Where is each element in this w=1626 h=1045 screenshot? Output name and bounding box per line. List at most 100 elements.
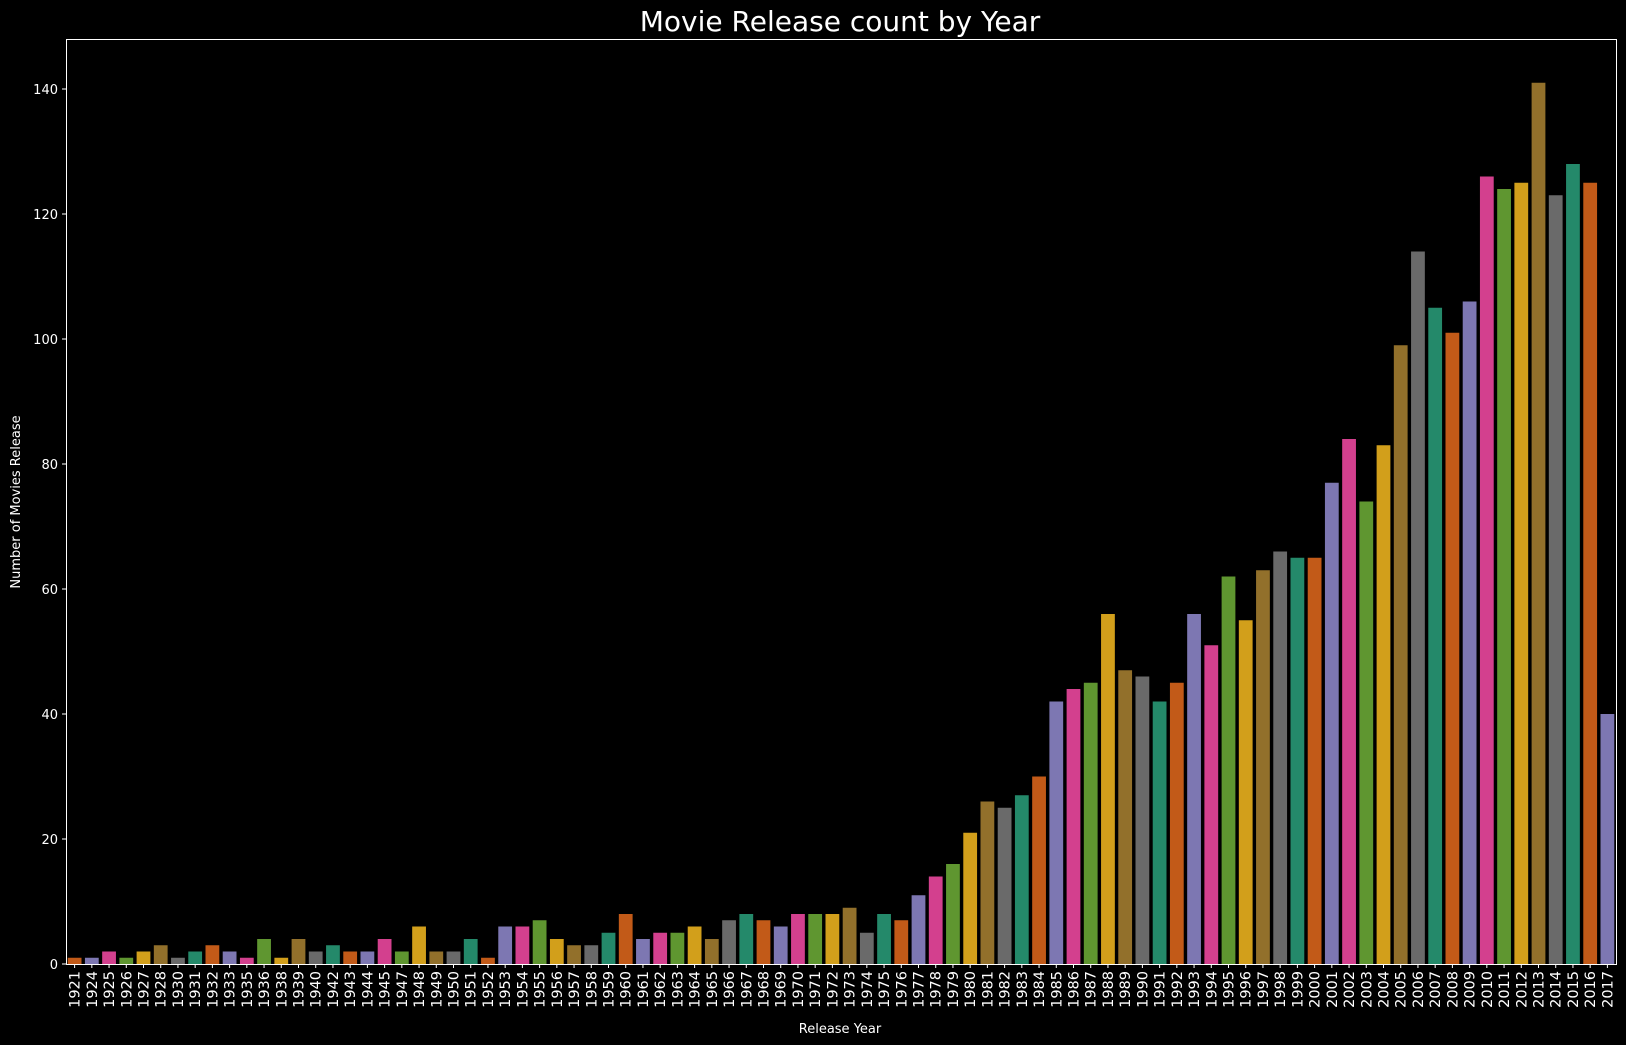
bar-1991	[1152, 701, 1167, 964]
x-tick-label-1970: 1970	[791, 971, 807, 1008]
x-tick-label-1996: 1996	[1239, 971, 1255, 1008]
x-tick-label-1973: 1973	[843, 971, 859, 1008]
x-tick-label-1999: 1999	[1290, 971, 1306, 1008]
x-tick-label-1944: 1944	[360, 971, 376, 1008]
bar-2015	[1566, 164, 1580, 964]
bar-1940	[308, 951, 323, 964]
y-axis-label: Number of Movies Release	[9, 415, 24, 588]
x-tick-label-1955: 1955	[533, 971, 549, 1008]
x-tick-label-1991: 1991	[1153, 971, 1169, 1008]
x-tick-label-1975: 1975	[877, 971, 893, 1008]
bar-2000	[1307, 557, 1322, 964]
bar-1980	[963, 832, 978, 964]
x-tick-label-1948: 1948	[412, 971, 428, 1008]
x-tick-label-1945: 1945	[378, 971, 394, 1008]
x-tick-label-1986: 1986	[1067, 971, 1083, 1008]
x-tick-label-1938: 1938	[274, 971, 290, 1008]
x-tick-label-1980: 1980	[963, 971, 979, 1008]
x-tick-label-1942: 1942	[326, 971, 342, 1008]
bar-1935	[239, 957, 254, 964]
x-tick-label-1998: 1998	[1273, 971, 1289, 1008]
x-tick-label-1960: 1960	[619, 971, 635, 1008]
bar-1986	[1066, 689, 1081, 964]
bar-2005	[1393, 345, 1408, 964]
bar-1949	[429, 951, 444, 964]
x-tick-label-1958: 1958	[584, 971, 600, 1008]
x-tick-label-1977: 1977	[912, 971, 928, 1008]
x-tick-label-1951: 1951	[464, 971, 480, 1008]
x-tick-label-1924: 1924	[85, 971, 101, 1008]
bar-1985	[1049, 701, 1064, 964]
bar-2002	[1342, 439, 1356, 964]
bar-2009	[1462, 301, 1477, 964]
bar-1924	[84, 957, 99, 964]
bar-1925	[102, 951, 116, 964]
bar-1933	[222, 951, 237, 964]
bar-1967	[739, 914, 754, 964]
x-tick-label-1968: 1968	[757, 971, 773, 1008]
x-tick-label-1982: 1982	[998, 971, 1014, 1008]
y-tick-label-140: 140	[33, 83, 58, 98]
x-tick-label-1930: 1930	[171, 971, 187, 1008]
bar-1970	[791, 914, 805, 964]
y-tick-label-20: 20	[41, 833, 58, 848]
x-tick-label-1974: 1974	[860, 971, 876, 1008]
bar-1975	[877, 914, 891, 964]
bar-1966	[722, 920, 736, 964]
bar-1983	[1014, 795, 1029, 964]
x-tick-label-1976: 1976	[894, 971, 910, 1008]
bar-2016	[1583, 182, 1598, 964]
bar-1963	[670, 932, 685, 964]
bar-2008	[1445, 332, 1460, 964]
bar-1931	[188, 951, 203, 964]
bar-1999	[1290, 557, 1305, 964]
x-tick-label-2006: 2006	[1411, 971, 1427, 1008]
x-tick-label-2001: 2001	[1325, 971, 1341, 1008]
bar-1978	[928, 876, 943, 964]
bar-2007	[1428, 307, 1443, 964]
x-tick-label-2003: 2003	[1359, 971, 1375, 1008]
bar-1950	[446, 951, 461, 964]
x-tick-label-2014: 2014	[1549, 971, 1565, 1008]
x-tick-label-1952: 1952	[481, 971, 497, 1008]
y-axis: 0 20 40 60 80 100 120 140	[33, 83, 66, 973]
x-tick-label-1954: 1954	[515, 971, 531, 1008]
bar-1938	[274, 957, 289, 964]
bar-1968	[756, 920, 771, 964]
x-tick-label-1993: 1993	[1187, 971, 1203, 1008]
bar-1987	[1083, 682, 1098, 964]
x-tick-label-1962: 1962	[653, 971, 669, 1008]
bar-1958	[584, 945, 599, 964]
bar-1952	[481, 957, 495, 964]
bar-1959	[601, 932, 616, 964]
y-tick-label-0: 0	[50, 958, 58, 973]
bar-1948	[412, 926, 426, 964]
bar-1944	[360, 951, 375, 964]
bar-1932	[205, 945, 220, 964]
y-tick-label-120: 120	[33, 208, 58, 223]
bar-1996	[1238, 620, 1253, 964]
bar-2014	[1548, 195, 1563, 964]
x-tick-label-1925: 1925	[102, 971, 118, 1008]
x-tick-label-2011: 2011	[1497, 971, 1513, 1008]
bar-2004	[1376, 445, 1391, 964]
bar-1926	[119, 957, 134, 964]
chart-title: Movie Release count by Year	[640, 5, 1041, 38]
bar-1936	[257, 939, 271, 964]
x-tick-label-1967: 1967	[739, 971, 755, 1008]
x-tick-label-1992: 1992	[1170, 971, 1186, 1008]
x-tick-label-1932: 1932	[205, 971, 221, 1008]
plot-frame	[66, 39, 1617, 965]
x-tick-label-1957: 1957	[567, 971, 583, 1008]
x-tick-label-1963: 1963	[670, 971, 686, 1008]
bar-1973	[842, 907, 857, 964]
y-tick-label-100: 100	[33, 333, 58, 348]
x-tick-label-1928: 1928	[154, 971, 170, 1008]
x-tick-label-1956: 1956	[550, 971, 566, 1008]
x-tick-label-1933: 1933	[223, 971, 239, 1008]
bar-1998	[1273, 551, 1288, 964]
x-tick-label-2009: 2009	[1463, 971, 1479, 1008]
x-tick-label-2013: 2013	[1532, 971, 1548, 1008]
bar-1969	[773, 926, 788, 964]
bar-1921	[67, 957, 82, 964]
